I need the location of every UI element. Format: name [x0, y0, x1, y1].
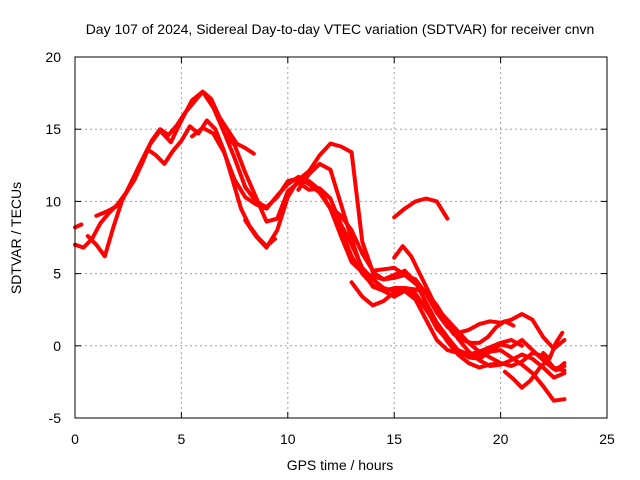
series-line-track-14 — [541, 330, 565, 361]
y-axis-label: SDTVAR / TECUs — [8, 182, 24, 294]
x-tick-label: 10 — [280, 431, 296, 447]
y-tick-label: 15 — [45, 121, 61, 137]
series-line-track-11 — [392, 196, 450, 221]
y-tick-label: -5 — [49, 410, 62, 426]
series-line-track-2 — [73, 222, 84, 230]
series-line-track-10 — [349, 280, 503, 370]
y-tick-label: 20 — [45, 49, 61, 65]
series-line-track-9 — [328, 205, 567, 371]
x-tick-label: 0 — [71, 431, 79, 447]
y-tick-label: 5 — [53, 266, 61, 282]
series-line-track-1 — [73, 89, 256, 250]
y-tick-label: 0 — [53, 338, 61, 354]
x-tick-label: 25 — [599, 431, 615, 447]
y-tick-label: 10 — [45, 193, 61, 209]
series-line-track-3 — [85, 118, 277, 259]
plot-frame — [74, 56, 608, 419]
x-tick-label: 20 — [493, 431, 509, 447]
axis-ticks: 0 5 10 15 20 25 -5 0 5 10 15 20 — [45, 49, 615, 447]
series-group — [73, 89, 567, 403]
x-axis-label: GPS time / hours — [287, 457, 394, 473]
series-line-track-12 — [392, 244, 516, 345]
x-tick-label: 5 — [178, 431, 186, 447]
chart-title: Day 107 of 2024, Sidereal Day-to-day VTE… — [86, 21, 595, 37]
x-tick-label: 15 — [386, 431, 402, 447]
series-line-track-13 — [502, 358, 567, 390]
